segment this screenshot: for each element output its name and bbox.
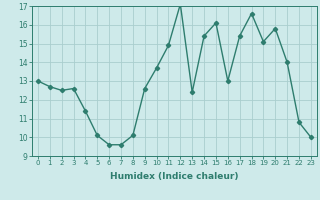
X-axis label: Humidex (Indice chaleur): Humidex (Indice chaleur) [110,172,239,181]
